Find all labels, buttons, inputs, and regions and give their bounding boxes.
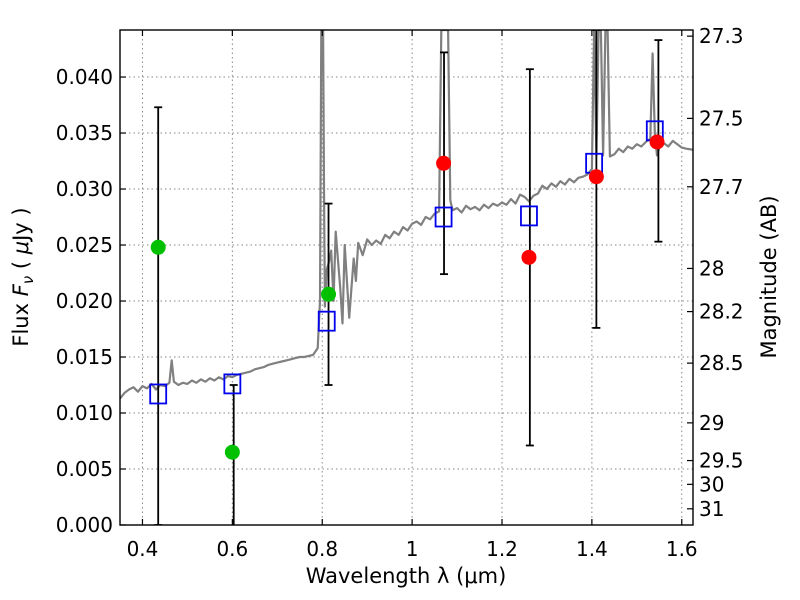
- observed-flux-point-green: [150, 239, 166, 255]
- mag-tick-label: 27.7: [699, 175, 744, 199]
- mag-tick-label: 27.3: [699, 24, 744, 48]
- axis-ticks: 0.4 0.6 0.8 1 1.2 1.4 1.6 0.000 0.005 0.010 0.015 0…: [56, 24, 744, 561]
- y-tick-label: 0.000: [56, 513, 113, 537]
- y-label-part-nu: ν: [19, 276, 37, 284]
- y2-axis-label: Magnitude (AB): [757, 195, 781, 358]
- y-tick-label: 0.030: [56, 177, 113, 201]
- x-axis-label: Wavelength λ (μm): [306, 564, 507, 588]
- y-label-part-flux: Flux: [9, 296, 33, 346]
- y-tick-label: 0.040: [56, 65, 113, 89]
- mag-tick-label: 30: [699, 472, 724, 496]
- observed-flux-point-green: [321, 286, 337, 302]
- y-axis-label: Flux Fν ( μJy ): [9, 207, 37, 346]
- mag-tick-label: 29.5: [699, 449, 744, 473]
- y-tick-label: 0.010: [56, 401, 113, 425]
- x-tick-label: 0.8: [306, 537, 338, 561]
- mag-tick-label: 28: [699, 256, 724, 280]
- mag-tick-label: 28.5: [699, 351, 744, 375]
- x-tick-label: 1.2: [486, 537, 518, 561]
- observed-flux-point: [649, 134, 665, 150]
- model-flux-square: [434, 206, 453, 228]
- plot-area: [120, 30, 693, 525]
- y-label-part-unit: Jy ): [9, 207, 33, 243]
- y-label-part-open: (: [9, 254, 33, 276]
- observed-flux-point: [588, 169, 604, 185]
- y-tick-label: 0.015: [56, 345, 113, 369]
- y-tick-label: 0.025: [56, 233, 113, 257]
- mag-tick-label: 28.2: [699, 300, 744, 324]
- y-label-part-f: F: [9, 283, 33, 296]
- model-flux-square: [520, 205, 538, 227]
- mag-tick-label: 27.5: [699, 106, 744, 130]
- y-tick-label: 0.020: [56, 289, 113, 313]
- y-tick-label: 0.035: [56, 121, 113, 145]
- mag-tick-label: 31: [699, 497, 724, 521]
- observed-flux-point: [521, 249, 537, 265]
- mag-tick-label: 29: [699, 411, 724, 435]
- plot-frame: [119, 29, 694, 526]
- model-spectrum-line: [120, 30, 693, 400]
- grid-lines: [120, 30, 693, 526]
- model-flux-square: [223, 373, 242, 395]
- observed-flux-point: [436, 155, 452, 171]
- model-flux-square: [149, 383, 168, 405]
- x-tick-label: 0.4: [127, 537, 159, 561]
- y-tick-label: 0.005: [56, 457, 113, 481]
- observed-flux-point-green: [224, 444, 240, 460]
- x-tick-label: 0.6: [216, 537, 248, 561]
- y-label-part-mu: μ: [9, 241, 33, 255]
- x-tick-label: 1.4: [576, 537, 608, 561]
- x-tick-label: 1.6: [666, 537, 698, 561]
- x-tick-label: 1: [406, 537, 419, 561]
- model-flux-square: [317, 310, 336, 332]
